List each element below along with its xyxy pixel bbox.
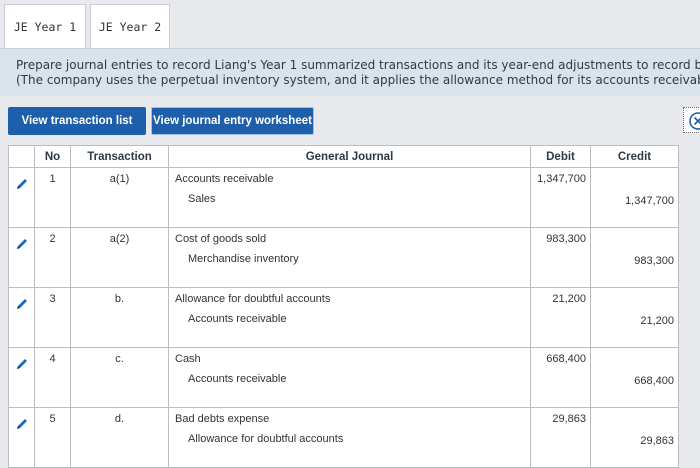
transaction-text: a(2) <box>71 228 168 245</box>
credit-cell: 983,300 <box>591 228 679 288</box>
pencil-icon[interactable] <box>15 417 29 431</box>
edit-cell[interactable] <box>9 168 35 228</box>
credit-account: Accounts receivable <box>169 365 530 385</box>
table-header-row: No Transaction General Journal Debit Cre… <box>9 146 679 168</box>
general-journal-cell: Cost of goods sold Merchandise inventory <box>169 228 531 288</box>
debit-amount: 668,400 <box>531 348 590 365</box>
credit-cell: 1,347,700 <box>591 168 679 228</box>
pencil-icon[interactable] <box>15 237 29 251</box>
row-number: 1 <box>35 168 71 228</box>
close-icon <box>687 111 700 131</box>
pencil-icon[interactable] <box>15 357 29 371</box>
transaction-cell: c. <box>71 348 169 408</box>
credit-cell: 29,863 <box>591 408 679 468</box>
tab-je-year-2[interactable]: JE Year 2 <box>90 4 170 48</box>
general-journal-cell: Accounts receivable Sales <box>169 168 531 228</box>
debit-amount: 29,863 <box>531 408 590 425</box>
header-edit <box>9 146 35 168</box>
transaction-cell: b. <box>71 288 169 348</box>
debit-account: Bad debts expense <box>169 408 530 425</box>
view-transaction-list-button[interactable]: View transaction list <box>8 107 146 135</box>
tab-bar: JE Year 1 JE Year 2 <box>0 0 700 48</box>
header-debit: Debit <box>531 146 591 168</box>
transaction-cell: a(2) <box>71 228 169 288</box>
transaction-cell: a(1) <box>71 168 169 228</box>
credit-account: Allowance for doubtful accounts <box>169 425 530 445</box>
debit-amount: 983,300 <box>531 228 590 245</box>
close-button[interactable] <box>683 107 700 133</box>
credit-account: Accounts receivable <box>169 305 530 325</box>
header-credit: Credit <box>591 146 679 168</box>
transaction-cell: d. <box>71 408 169 468</box>
tab-je-year-1[interactable]: JE Year 1 <box>4 4 86 48</box>
instructions-line-1: Prepare journal entries to record Liang'… <box>16 58 700 73</box>
header-transaction: Transaction <box>71 146 169 168</box>
debit-account: Accounts receivable <box>169 168 530 185</box>
table-row: 1 a(1) Accounts receivable Sales 1,347,7… <box>9 168 679 228</box>
header-no: No <box>35 146 71 168</box>
row-number-text: 5 <box>35 408 70 425</box>
credit-amount: 668,400 <box>591 348 678 387</box>
debit-cell: 21,200 <box>531 288 591 348</box>
edit-cell[interactable] <box>9 348 35 408</box>
row-number: 3 <box>35 288 71 348</box>
debit-cell: 668,400 <box>531 348 591 408</box>
transaction-text: a(1) <box>71 168 168 185</box>
row-number: 4 <box>35 348 71 408</box>
edit-cell[interactable] <box>9 288 35 348</box>
row-number-text: 3 <box>35 288 70 305</box>
credit-cell: 21,200 <box>591 288 679 348</box>
credit-cell: 668,400 <box>591 348 679 408</box>
row-number-text: 4 <box>35 348 70 365</box>
pencil-icon[interactable] <box>15 297 29 311</box>
credit-amount: 1,347,700 <box>591 168 678 207</box>
general-journal-cell: Bad debts expense Allowance for doubtful… <box>169 408 531 468</box>
edit-cell[interactable] <box>9 408 35 468</box>
row-number: 2 <box>35 228 71 288</box>
table-row: 2 a(2) Cost of goods sold Merchandise in… <box>9 228 679 288</box>
credit-amount: 21,200 <box>591 288 678 327</box>
pencil-icon[interactable] <box>15 177 29 191</box>
journal-table: No Transaction General Journal Debit Cre… <box>8 145 679 468</box>
edit-cell[interactable] <box>9 228 35 288</box>
credit-account: Merchandise inventory <box>169 245 530 265</box>
debit-account: Cost of goods sold <box>169 228 530 245</box>
debit-cell: 983,300 <box>531 228 591 288</box>
debit-cell: 1,347,700 <box>531 168 591 228</box>
header-general-journal: General Journal <box>169 146 531 168</box>
instructions-line-2: (The company uses the perpetual inventor… <box>16 73 700 88</box>
general-journal-cell: Allowance for doubtful accounts Accounts… <box>169 288 531 348</box>
debit-cell: 29,863 <box>531 408 591 468</box>
credit-account: Sales <box>169 185 530 205</box>
row-number-text: 1 <box>35 168 70 185</box>
debit-amount: 1,347,700 <box>531 168 590 185</box>
credit-amount: 983,300 <box>591 228 678 267</box>
transaction-text: c. <box>71 348 168 365</box>
transaction-text: b. <box>71 288 168 305</box>
general-journal-cell: Cash Accounts receivable <box>169 348 531 408</box>
row-number-text: 2 <box>35 228 70 245</box>
debit-account: Allowance for doubtful accounts <box>169 288 530 305</box>
view-journal-entry-worksheet-button[interactable]: View journal entry worksheet <box>151 107 314 135</box>
debit-amount: 21,200 <box>531 288 590 305</box>
table-row: 5 d. Bad debts expense Allowance for dou… <box>9 408 679 468</box>
debit-account: Cash <box>169 348 530 365</box>
instructions: Prepare journal entries to record Liang'… <box>0 48 700 96</box>
table-row: 3 b. Allowance for doubtful accounts Acc… <box>9 288 679 348</box>
credit-amount: 29,863 <box>591 408 678 447</box>
table-row: 4 c. Cash Accounts receivable 668,400 66… <box>9 348 679 408</box>
transaction-text: d. <box>71 408 168 425</box>
row-number: 5 <box>35 408 71 468</box>
